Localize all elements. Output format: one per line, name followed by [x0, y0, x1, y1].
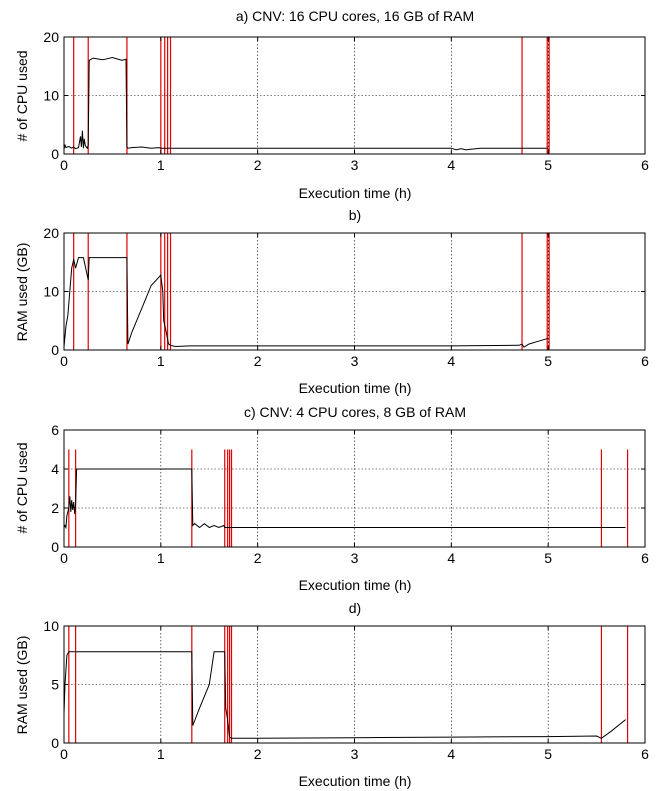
panel-d-xtick-label-6: 6: [641, 746, 649, 762]
panel-c-xtick-label-2: 2: [254, 550, 262, 566]
panel-d-xtick-label-1: 1: [157, 746, 165, 762]
panel-b-xtick-label-5: 5: [544, 353, 552, 369]
panel-c-ylabel: # of CPU used: [14, 442, 30, 533]
panel-a-xtick-label-0: 0: [60, 157, 68, 173]
panel-b-ytick-label-2: 20: [43, 225, 59, 241]
panel-c-xtick-label-1: 1: [157, 550, 165, 566]
panel-c: c) CNV: 4 CPU cores, 8 GB of RAM # of CP…: [14, 404, 649, 593]
panel-a-xtick-label-1: 1: [157, 157, 165, 173]
panel-d-xtick-label-4: 4: [447, 746, 455, 762]
panel-b-series-line-0: [63, 257, 549, 348]
panel-c-xlabel: Execution time (h): [299, 577, 412, 593]
panel-d-xtick-label-3: 3: [351, 746, 359, 762]
panel-b-xlabel: Execution time (h): [299, 380, 412, 396]
panel-a-ytick-label-2: 20: [43, 29, 59, 45]
panel-b-xtick-label-4: 4: [447, 353, 455, 369]
panel-c-ytick-label-3: 6: [51, 422, 59, 438]
panel-c-xtick-label-0: 0: [60, 550, 68, 566]
panel-b: b) RAM used (GB) Execution time (h) 0 1 2 3…: [14, 207, 649, 396]
panel-d-title: d): [349, 600, 361, 616]
panel-c-xtick-label-6: 6: [641, 550, 649, 566]
panel-b-xtick-label-6: 6: [641, 353, 649, 369]
panel-c-ytick-label-0: 0: [51, 539, 59, 555]
panel-a-xtick-label-4: 4: [447, 157, 455, 173]
panel-a-xlabel: Execution time (h): [299, 185, 412, 201]
panel-c-ytick-label-1: 2: [51, 500, 59, 516]
panel-b-xtick-label-2: 2: [254, 353, 262, 369]
panel-b-xtick-label-1: 1: [157, 353, 165, 369]
panel-a-xtick-label-3: 3: [351, 157, 359, 173]
panel-d: d) RAM used (GB) Execution time (h) 0 1 2 3…: [14, 600, 649, 789]
panel-d-xtick-label-0: 0: [60, 746, 68, 762]
panel-a-series-line-0: [63, 56, 549, 151]
panel-a-xtick-label-5: 5: [544, 157, 552, 173]
panel-c-xtick-label-4: 4: [447, 550, 455, 566]
panel-d-series-line-0: [63, 651, 626, 739]
panel-b-ytick-label-0: 0: [51, 342, 59, 358]
panel-d-xlabel: Execution time (h): [299, 773, 412, 789]
panel-d-xtick-label-2: 2: [254, 746, 262, 762]
panel-d-ylabel: RAM used (GB): [14, 636, 30, 735]
panel-b-xtick-label-3: 3: [351, 353, 359, 369]
panel-a-xtick-label-6: 6: [641, 157, 649, 173]
panel-b-ylabel: RAM used (GB): [14, 243, 30, 342]
panel-a-xtick-label-2: 2: [254, 157, 262, 173]
panel-d-ytick-label-2: 10: [43, 618, 59, 634]
panel-c-series-line-0: [63, 468, 626, 530]
panel-d-ytick-label-0: 0: [51, 735, 59, 751]
panel-a-ylabel: # of CPU used: [14, 50, 30, 141]
panel-b-title: b): [349, 207, 361, 223]
panel-b-ytick-label-1: 10: [43, 284, 59, 300]
panel-b-xtick-label-0: 0: [60, 353, 68, 369]
panel-a-title: a) CNV: 16 CPU cores, 16 GB of RAM: [236, 8, 474, 24]
panel-a: a) CNV: 16 CPU cores, 16 GB of RAM # of …: [14, 8, 649, 201]
panel-c-xtick-label-3: 3: [351, 550, 359, 566]
panel-c-xtick-label-5: 5: [544, 550, 552, 566]
panel-d-ytick-label-1: 5: [51, 677, 59, 693]
panel-a-ytick-label-0: 0: [51, 146, 59, 162]
panel-c-title: c) CNV: 4 CPU cores, 8 GB of RAM: [244, 404, 466, 420]
panel-a-ytick-label-1: 10: [43, 88, 59, 104]
panel-d-xtick-label-5: 5: [544, 746, 552, 762]
panel-c-ytick-label-2: 4: [51, 461, 59, 477]
